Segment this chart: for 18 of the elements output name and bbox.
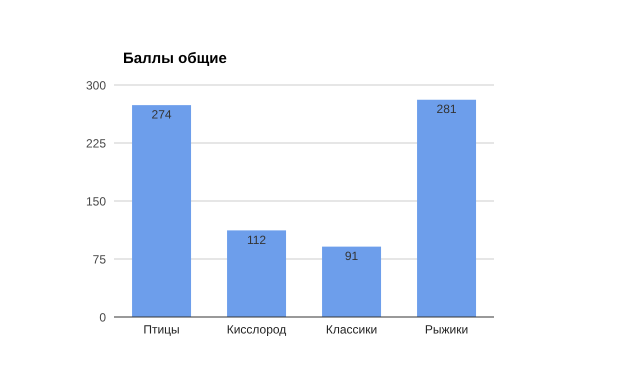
y-tick-label: 75 (92, 252, 106, 266)
bar (417, 100, 476, 317)
chart-title: Баллы общие (123, 50, 227, 67)
x-tick-label: Рыжики (424, 322, 468, 337)
y-tick-label: 150 (86, 194, 106, 208)
x-tick-label: Птицы (143, 322, 180, 337)
x-tick-label: Классики (326, 322, 378, 337)
bar (227, 230, 286, 317)
x-tick-label: Кисслород (226, 322, 286, 337)
bar (322, 246, 382, 317)
y-tick-label: 300 (86, 78, 106, 92)
data-label: 91 (344, 249, 359, 264)
data-label: 281 (436, 102, 457, 116)
y-tick-label: 225 (86, 136, 106, 150)
data-label: 274 (152, 108, 172, 122)
data-label: 112 (246, 232, 266, 247)
bar (132, 105, 192, 317)
y-tick-label: 0 (99, 310, 106, 324)
